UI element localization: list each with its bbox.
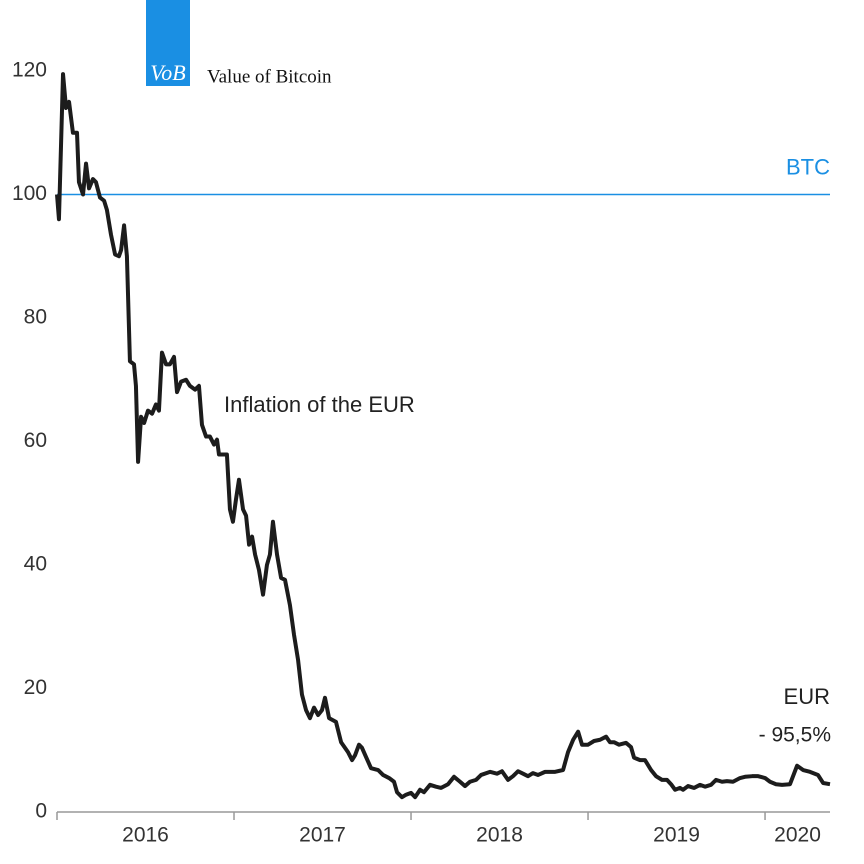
data-line	[55, 72, 831, 800]
x-tick-label: 2016	[122, 824, 169, 847]
logo-text: VoB	[150, 60, 185, 85]
y-tick-label: 20	[24, 676, 47, 699]
annotation: Inflation of the EUR	[224, 392, 415, 417]
y-tick-label: 60	[24, 429, 47, 452]
annotation: - 95,5%	[759, 724, 831, 747]
x-tick-label: 2018	[476, 824, 523, 847]
y-tick-label: 80	[24, 306, 47, 329]
x-tick-label: 2019	[653, 824, 700, 847]
brand-name: Value of Bitcoin	[207, 66, 332, 87]
x-tick-label: 2020	[774, 824, 821, 847]
reference-label: BTC	[786, 154, 830, 179]
y-tick-label: 100	[12, 182, 47, 205]
y-tick-label: 40	[24, 553, 47, 576]
y-tick-label: 120	[12, 59, 47, 82]
logo-box	[146, 0, 190, 86]
y-tick-label: 0	[35, 800, 47, 823]
series-label: EUR	[784, 684, 830, 709]
x-tick-label: 2017	[299, 824, 346, 847]
